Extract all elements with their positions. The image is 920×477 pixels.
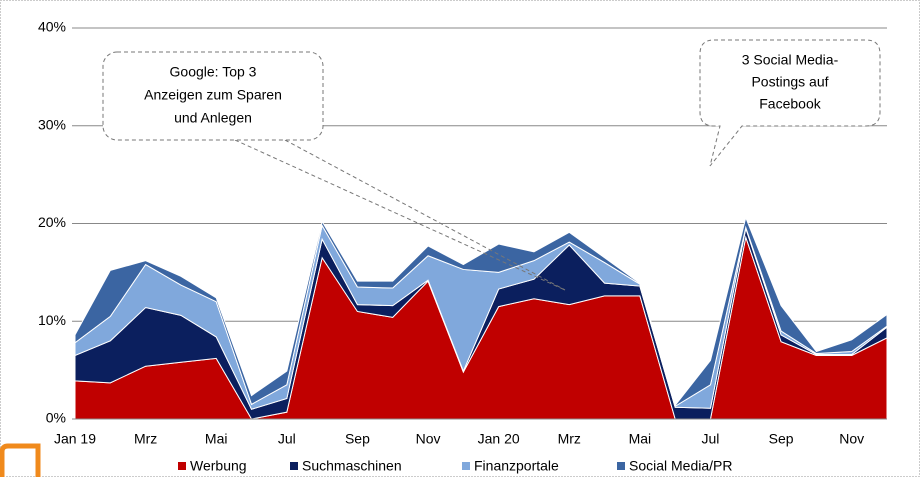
legend-swatch: [617, 462, 625, 470]
x-tick-label: Mrz: [558, 431, 581, 447]
annotation-line: Anzeigen zum Sparen: [144, 87, 282, 103]
legend-swatch: [290, 462, 298, 470]
callout-pointer: [284, 139, 566, 291]
legend-swatch: [178, 462, 186, 470]
legend-label: Suchmaschinen: [302, 458, 402, 474]
y-tick-label: 10%: [38, 312, 66, 328]
annotation-line: Facebook: [759, 96, 821, 112]
x-tick-label: Nov: [839, 431, 864, 447]
y-tick-label: 40%: [38, 19, 66, 35]
x-tick-label: Sep: [345, 431, 370, 447]
x-tick-label: Jan 19: [54, 431, 96, 447]
annotation-line: Postings auf: [751, 74, 828, 90]
x-tick-label: Jul: [278, 431, 296, 447]
annotation-line: 3 Social Media-: [742, 52, 839, 68]
corner-decoration: [0, 443, 41, 477]
x-tick-label: Jul: [702, 431, 720, 447]
callout-pointer: [234, 139, 566, 291]
legend-label: Social Media/PR: [629, 458, 733, 474]
x-tick-label: Mrz: [134, 431, 157, 447]
legend-label: Finanzportale: [474, 458, 559, 474]
y-tick-label: 30%: [38, 116, 66, 132]
x-tick-label: Jan 20: [478, 431, 520, 447]
x-tick-label: Nov: [416, 431, 441, 447]
callout-box: [102, 51, 324, 141]
callout-facebook: 3 Social Media- Postings auf Facebook: [699, 39, 881, 167]
callout-box: [699, 39, 881, 167]
x-tick-label: Sep: [769, 431, 794, 447]
area: [74, 216, 888, 408]
legend-swatch: [462, 462, 470, 470]
callout-google: Google: Top 3 Anzeigen zum Sparen und An…: [102, 51, 566, 291]
annotation-line: und Anlegen: [174, 110, 252, 126]
y-tick-label: 20%: [38, 214, 66, 230]
legend-label: Werbung: [190, 458, 247, 474]
x-tick-label: Mai: [629, 431, 652, 447]
annotation-line: Google: Top 3: [170, 64, 257, 80]
x-tick-label: Mai: [205, 431, 228, 447]
y-tick-label: 0%: [46, 410, 66, 426]
